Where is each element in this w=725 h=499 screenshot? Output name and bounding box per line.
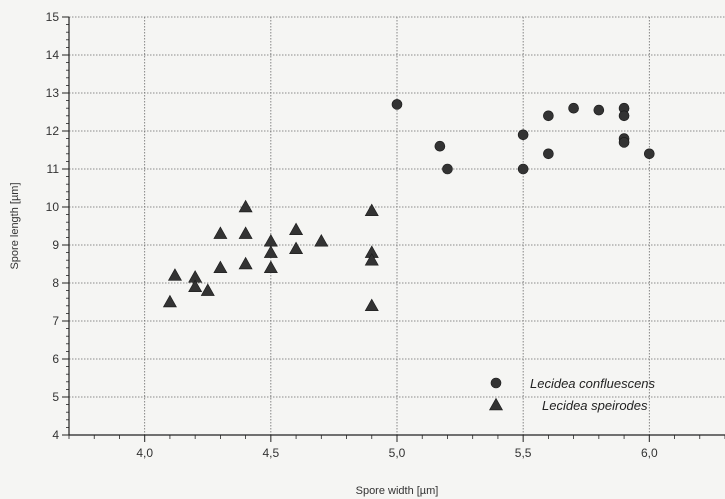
y-tick-label: 10 — [46, 200, 60, 214]
data-point-triangle — [213, 226, 228, 239]
data-point-triangle — [162, 294, 177, 308]
data-point-triangle — [314, 233, 329, 247]
y-axis-title: Spore length [µm] — [9, 182, 21, 269]
y-tick-label: 4 — [52, 428, 59, 442]
data-point-triangle — [238, 226, 253, 239]
data-point-triangle — [289, 222, 304, 236]
data-point-circle — [644, 148, 655, 160]
data-point-circle — [442, 163, 453, 175]
y-tick-label: 6 — [52, 352, 59, 366]
y-tick-label: 8 — [52, 276, 59, 290]
data-point-triangle — [364, 203, 379, 217]
data-points — [162, 99, 655, 312]
data-point-triangle — [263, 260, 278, 274]
data-point-circle — [391, 99, 403, 110]
y-tick-label: 7 — [52, 314, 59, 328]
x-tick-label: 5,0 — [389, 446, 406, 460]
data-point-circle — [517, 129, 529, 141]
y-tick-label: 14 — [46, 48, 60, 62]
grid — [69, 16, 725, 435]
y-tick-label: 12 — [46, 124, 60, 138]
data-point-circle — [517, 163, 529, 175]
y-tick-label: 5 — [52, 390, 59, 404]
data-point-circle — [568, 102, 579, 114]
data-point-circle — [618, 137, 630, 148]
legend: Lecidea confluescens Lecidea speirodes — [488, 376, 656, 413]
data-point-triangle — [200, 283, 215, 296]
y-tick-label: 9 — [52, 238, 59, 252]
y-tick-label: 11 — [47, 162, 60, 176]
x-axis-title: Spore width [µm] — [356, 485, 439, 497]
x-tick-label: 6,0 — [641, 446, 658, 460]
x-tick-label: 4,5 — [263, 446, 280, 460]
x-axis-ticks: 4,0 4,5 5,0 5,5 6,0 — [68, 435, 725, 460]
data-point-triangle — [364, 252, 379, 266]
data-point-triangle — [213, 260, 228, 274]
data-point-circle — [543, 148, 554, 160]
legend-marker-triangle — [488, 397, 504, 411]
x-tick-label: 5,5 — [515, 446, 532, 460]
y-axis-ticks: 4 5 6 7 8 9 10 11 12 13 14 15 — [46, 10, 69, 442]
data-point-triangle — [238, 199, 253, 213]
x-tick-label: 4,0 — [136, 446, 153, 460]
data-point-triangle — [167, 268, 182, 281]
data-point-circle — [593, 104, 605, 116]
data-point-triangle — [289, 241, 304, 255]
legend-label: Lecidea confluescens — [530, 376, 656, 391]
data-point-circle — [434, 140, 446, 152]
y-tick-label: 13 — [46, 86, 60, 100]
data-point-triangle — [364, 298, 379, 312]
y-tick-label: 15 — [46, 10, 60, 24]
data-point-circle — [543, 110, 554, 122]
data-point-circle — [618, 110, 630, 122]
data-point-triangle — [263, 245, 278, 258]
data-point-triangle — [238, 256, 253, 270]
legend-marker-circle — [490, 377, 502, 389]
legend-label: Lecidea speirodes — [542, 398, 648, 413]
data-point-triangle — [188, 279, 203, 293]
